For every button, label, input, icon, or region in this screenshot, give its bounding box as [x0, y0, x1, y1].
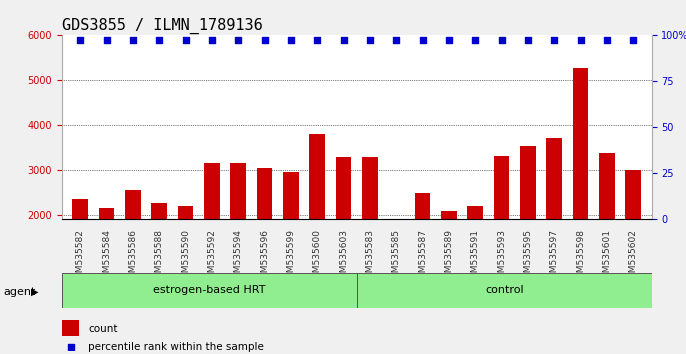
FancyBboxPatch shape [62, 273, 357, 308]
Point [496, 37, 507, 43]
Bar [626, 170, 641, 305]
Point [443, 37, 454, 43]
Bar [546, 138, 562, 305]
Bar [441, 211, 457, 305]
Text: GDS3855 / ILMN_1789136: GDS3855 / ILMN_1789136 [62, 18, 263, 34]
Point [311, 37, 322, 43]
Bar [204, 163, 220, 305]
Point [549, 37, 560, 43]
Point [154, 37, 165, 43]
FancyBboxPatch shape [357, 273, 652, 308]
Point [285, 37, 296, 43]
Point [602, 37, 613, 43]
Point [233, 37, 244, 43]
Bar [125, 190, 141, 305]
Text: control: control [485, 285, 523, 295]
Point [101, 37, 112, 43]
Bar [414, 193, 431, 305]
Bar [283, 172, 299, 305]
Text: estrogen-based HRT: estrogen-based HRT [153, 285, 265, 295]
Text: count: count [88, 324, 118, 333]
Point [391, 37, 402, 43]
Point [523, 37, 534, 43]
Point [417, 37, 428, 43]
Text: ▶: ▶ [31, 287, 38, 297]
Bar [388, 258, 404, 305]
Bar [309, 134, 325, 305]
Point [128, 37, 139, 43]
Bar [62, 320, 80, 336]
Point [575, 37, 586, 43]
Point [180, 37, 191, 43]
Bar [335, 156, 351, 305]
Point [338, 37, 349, 43]
Point [75, 37, 86, 43]
Point [628, 37, 639, 43]
Bar [230, 163, 246, 305]
Point [470, 37, 481, 43]
Bar [178, 206, 193, 305]
Point [364, 37, 375, 43]
Bar [72, 199, 88, 305]
Point [206, 37, 217, 43]
Point [431, 298, 442, 303]
Bar [99, 208, 115, 305]
Bar [520, 146, 536, 305]
Bar [573, 68, 589, 305]
Bar [467, 206, 483, 305]
Bar [152, 203, 167, 305]
Bar [257, 168, 272, 305]
Point [259, 37, 270, 43]
Text: percentile rank within the sample: percentile rank within the sample [88, 342, 264, 352]
Text: agent: agent [3, 287, 36, 297]
Bar [599, 153, 615, 305]
Bar [494, 156, 510, 305]
Bar [362, 157, 378, 305]
